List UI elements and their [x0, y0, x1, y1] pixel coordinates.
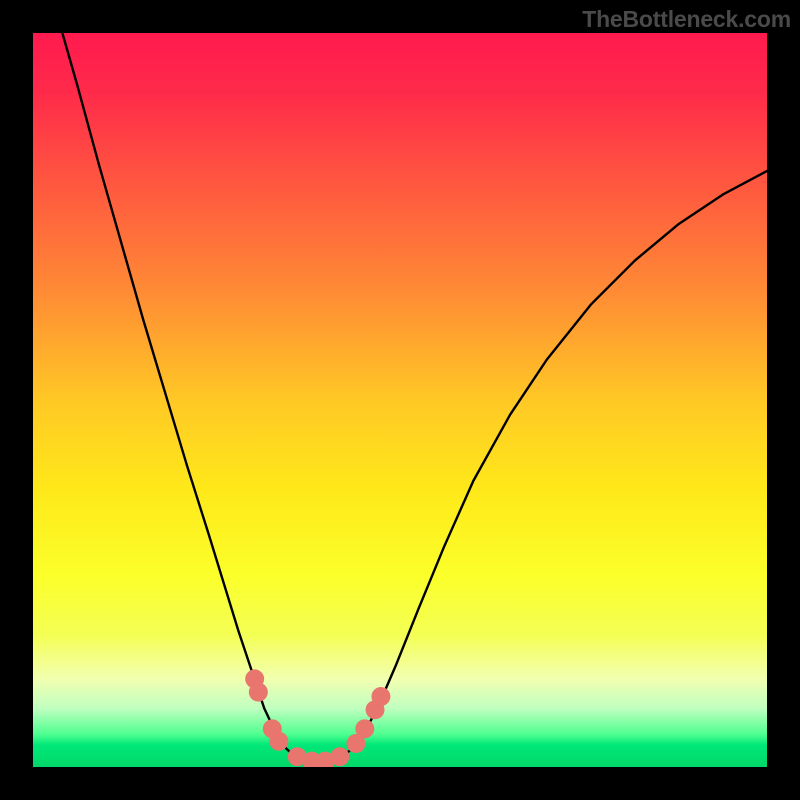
curve-marker — [371, 687, 390, 706]
curve-marker — [269, 732, 288, 751]
curve-marker — [249, 683, 268, 702]
bottleneck-chart — [33, 33, 767, 767]
curve-marker — [355, 719, 374, 738]
watermark-text: TheBottleneck.com — [582, 6, 791, 33]
curve-marker — [330, 747, 349, 766]
